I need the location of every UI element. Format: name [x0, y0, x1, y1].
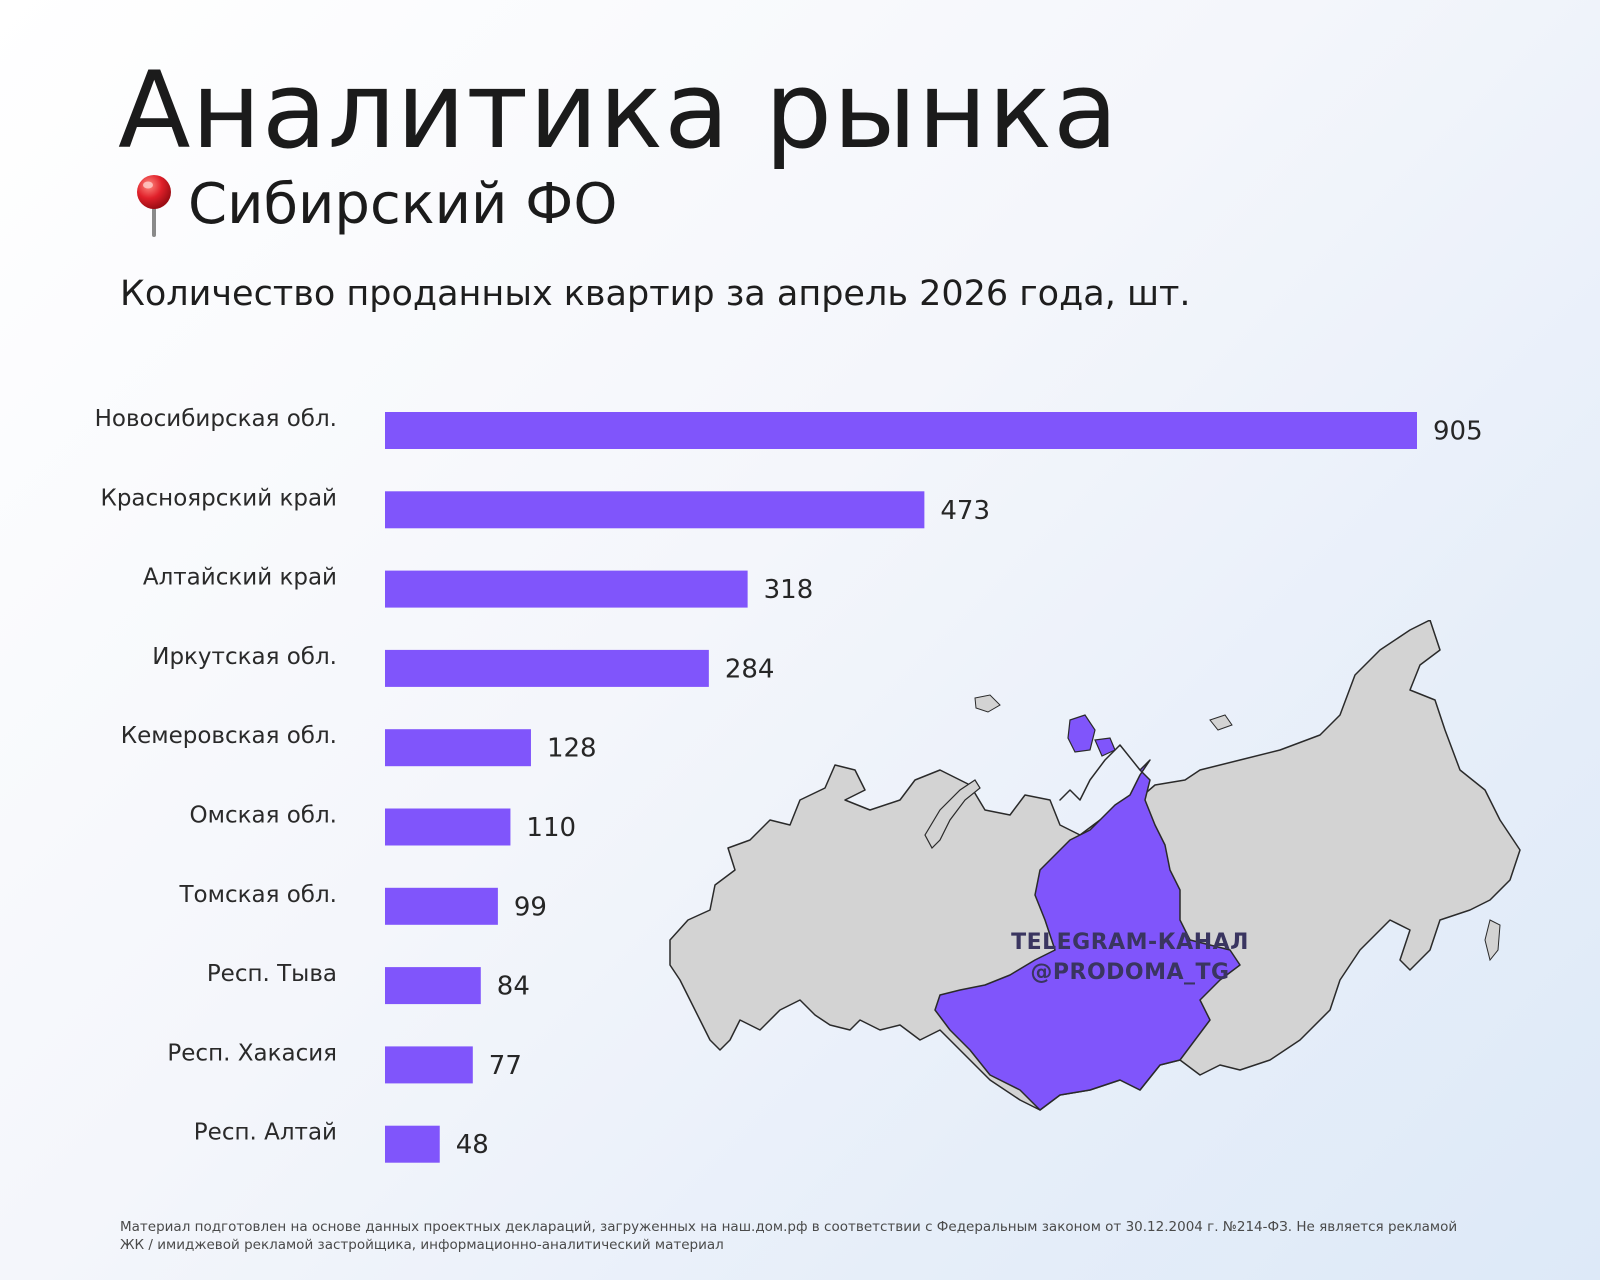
bar: [385, 1046, 473, 1084]
value-label: 318: [764, 575, 814, 605]
watermark-line1: TELEGRAM-КАНАЛ: [1011, 930, 1249, 955]
pushpin-icon: [137, 175, 171, 237]
value-label: 905: [1433, 417, 1483, 447]
value-label: 473: [940, 496, 990, 526]
value-label: 110: [526, 813, 576, 843]
value-label: 128: [547, 734, 597, 764]
bar: [385, 887, 498, 925]
value-label: 77: [489, 1051, 522, 1081]
watermark-line2: @PRODOMA_TG: [1030, 959, 1230, 985]
russia-map: [669, 620, 1521, 1111]
bar: [385, 808, 511, 846]
bar: [385, 491, 925, 529]
value-label: 284: [725, 654, 775, 684]
bar: [385, 570, 748, 608]
map-island-grey-2: [1209, 714, 1233, 731]
chart-subtitle: Количество проданных квартир за апрель 2…: [120, 274, 1191, 314]
category-label: Респ. Тыва: [207, 961, 337, 987]
bar: [385, 412, 1417, 449]
region-name: Сибирский ФО: [188, 172, 618, 237]
category-label: Иркутская обл.: [152, 644, 337, 670]
category-label: Омская обл.: [189, 803, 337, 829]
category-label: Томская обл.: [178, 882, 337, 908]
map-island-grey-3: [1484, 919, 1501, 962]
map-novaya-zemlya: [924, 779, 981, 849]
value-label: 99: [514, 892, 547, 922]
footnote: Материал подготовлен на основе данных пр…: [120, 1219, 1458, 1253]
category-label: Алтайский край: [143, 565, 337, 591]
region-heading: Сибирский ФО: [126, 172, 617, 238]
map-island-grey: [974, 694, 1001, 713]
map-watermark: TELEGRAM-КАНАЛ @PRODOMA_TG: [1010, 928, 1250, 987]
value-label: 48: [456, 1130, 489, 1160]
map-island-highlight: [1067, 714, 1096, 753]
category-label: Кемеровская обл.: [121, 723, 337, 749]
category-label: Респ. Хакасия: [167, 1040, 337, 1066]
category-label: Красноярский край: [101, 485, 338, 511]
bar: [385, 729, 531, 767]
bar: [385, 967, 481, 1005]
bar: [385, 1125, 440, 1163]
page-title: Аналитика рынка: [118, 49, 1119, 172]
bar: [385, 649, 709, 687]
map-siberia-highlight: [934, 744, 1241, 1111]
map-island-highlight-2: [1094, 737, 1116, 757]
category-label: Респ. Алтай: [194, 1120, 337, 1146]
value-label: 84: [497, 972, 530, 1002]
category-label: Новосибирская обл.: [95, 406, 337, 432]
